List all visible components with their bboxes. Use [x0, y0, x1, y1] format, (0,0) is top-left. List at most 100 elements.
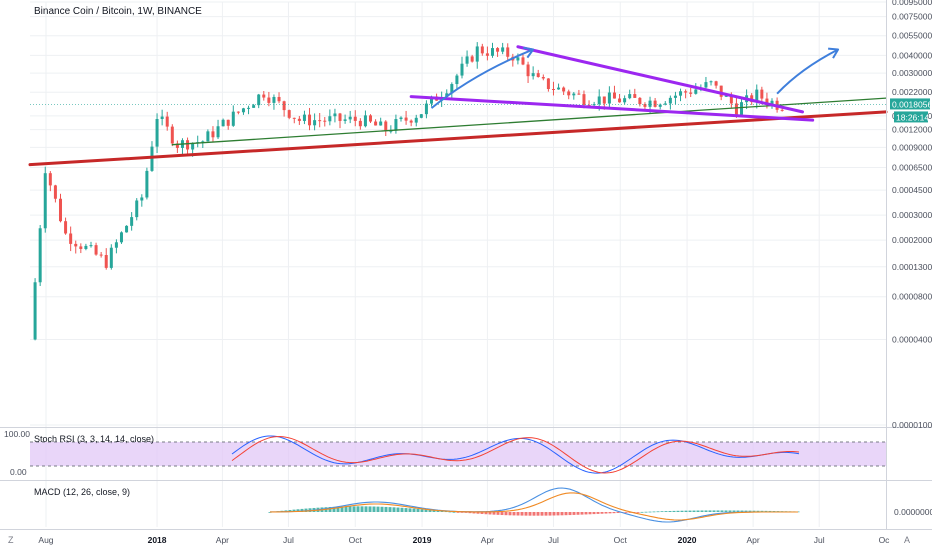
candle-body	[287, 110, 291, 118]
macd-histogram-bar	[564, 512, 568, 516]
macd-histogram-bar	[624, 512, 628, 513]
macd-histogram-bar	[748, 510, 752, 512]
macd-histogram-bar	[492, 512, 496, 515]
stoch-pane[interactable]	[30, 435, 886, 474]
macd-histogram-bar	[516, 512, 520, 516]
candle-body	[211, 131, 215, 138]
time-axis-label: 2019	[413, 535, 432, 545]
macd-histogram-bar	[708, 510, 712, 512]
macd-pane[interactable]	[268, 487, 800, 523]
candle-body	[734, 103, 738, 115]
candle-body	[607, 92, 611, 104]
macd-histogram-bar	[568, 512, 572, 516]
macd-histogram-bar	[364, 506, 368, 512]
macd-histogram-bar	[664, 511, 668, 512]
projection-arrow	[430, 48, 534, 109]
macd-histogram-bar	[552, 512, 556, 516]
time-axis-label: Aug	[38, 535, 53, 545]
macd-histogram-bar	[288, 510, 292, 512]
candle-body	[282, 101, 286, 111]
candle-body	[612, 92, 616, 99]
stoch-axis-0: 0.00	[10, 467, 27, 477]
macd-histogram-bar	[456, 512, 460, 513]
candle-body	[729, 95, 733, 104]
candle-body	[150, 146, 154, 171]
candle-body	[455, 75, 459, 85]
macd-histogram-bar	[464, 512, 468, 513]
macd-histogram-bar	[560, 512, 564, 516]
stoch-axis-100: 100.00	[4, 429, 30, 439]
macd-histogram-bar	[596, 512, 600, 514]
time-axis[interactable]: Aug 2018 Apr Jul Oct 2019 Apr Jul Oct 2020 Apr Jul O…	[38, 535, 890, 545]
candle-body	[58, 198, 62, 222]
macd-histogram-bar	[428, 509, 432, 512]
macd-histogram-bar	[460, 512, 464, 513]
corner-right[interactable]: A	[904, 535, 910, 545]
candle-body	[114, 242, 118, 248]
macd-histogram-bar	[672, 510, 676, 512]
candle-body	[673, 95, 677, 98]
macd-histogram-bar	[452, 511, 456, 513]
macd-histogram-bar	[348, 506, 352, 512]
candle-body	[628, 94, 632, 99]
candle-body	[145, 170, 149, 198]
candle-body	[587, 104, 591, 106]
candle-body	[394, 119, 398, 131]
macd-histogram-bar	[520, 512, 524, 516]
macd-histogram-bar	[540, 512, 544, 516]
macd-histogram-bar	[548, 512, 552, 516]
macd-histogram-bar	[544, 512, 548, 516]
candle-body	[175, 143, 179, 148]
candle-body	[546, 78, 550, 90]
candle-body	[694, 89, 698, 94]
candle-body	[663, 103, 667, 105]
candle-body	[297, 118, 301, 121]
candle-body	[69, 233, 73, 244]
candle-body	[714, 81, 718, 86]
candle-body	[597, 96, 601, 105]
candle-body	[369, 115, 373, 122]
candle-body	[257, 94, 261, 106]
candle-body	[419, 114, 423, 118]
price-axis[interactable]: 0.0095000 0.0075000 0.0055000 0.0040000 0.00…	[892, 0, 932, 430]
candle-body	[272, 96, 276, 103]
macd-histogram-bar	[372, 506, 376, 512]
macd-histogram-bar	[380, 506, 384, 512]
candle-body	[623, 98, 627, 103]
macd-histogram-bar	[668, 510, 672, 512]
corner-left[interactable]: Z	[8, 535, 14, 545]
macd-histogram-bar	[472, 512, 476, 514]
macd-histogram-bar	[528, 512, 532, 516]
candle-body	[231, 111, 235, 126]
candle-body	[170, 126, 174, 144]
candle-body	[323, 120, 327, 122]
macd-histogram-bar	[572, 512, 576, 515]
candle-body	[531, 73, 535, 77]
candle-body	[353, 116, 357, 121]
macd-histogram-bar	[644, 511, 648, 513]
price-axis-label: 0.0030000	[892, 68, 932, 78]
candle-body	[247, 107, 251, 109]
macd-histogram-bar	[336, 506, 340, 512]
candle-body	[490, 48, 494, 56]
candle-body	[89, 245, 93, 247]
candle-body	[109, 247, 113, 268]
candle-body	[582, 94, 586, 105]
time-axis-label: Oct	[614, 535, 628, 545]
candle-body	[409, 120, 413, 123]
candle-body	[765, 98, 769, 105]
candle-body	[465, 56, 469, 64]
macd-histogram-bar	[556, 512, 560, 516]
time-axis-label: Oc	[879, 535, 891, 545]
macd-histogram-bar	[524, 512, 528, 516]
macd-histogram-bar	[368, 506, 372, 512]
macd-histogram-bar	[476, 512, 480, 514]
candle-body	[536, 73, 540, 78]
macd-histogram-bar	[532, 512, 536, 516]
candle-body	[414, 117, 418, 123]
candle-body	[384, 121, 388, 132]
drawings-layer[interactable]	[28, 45, 888, 167]
candle-body	[155, 118, 159, 147]
macd-histogram-bar	[724, 510, 728, 512]
